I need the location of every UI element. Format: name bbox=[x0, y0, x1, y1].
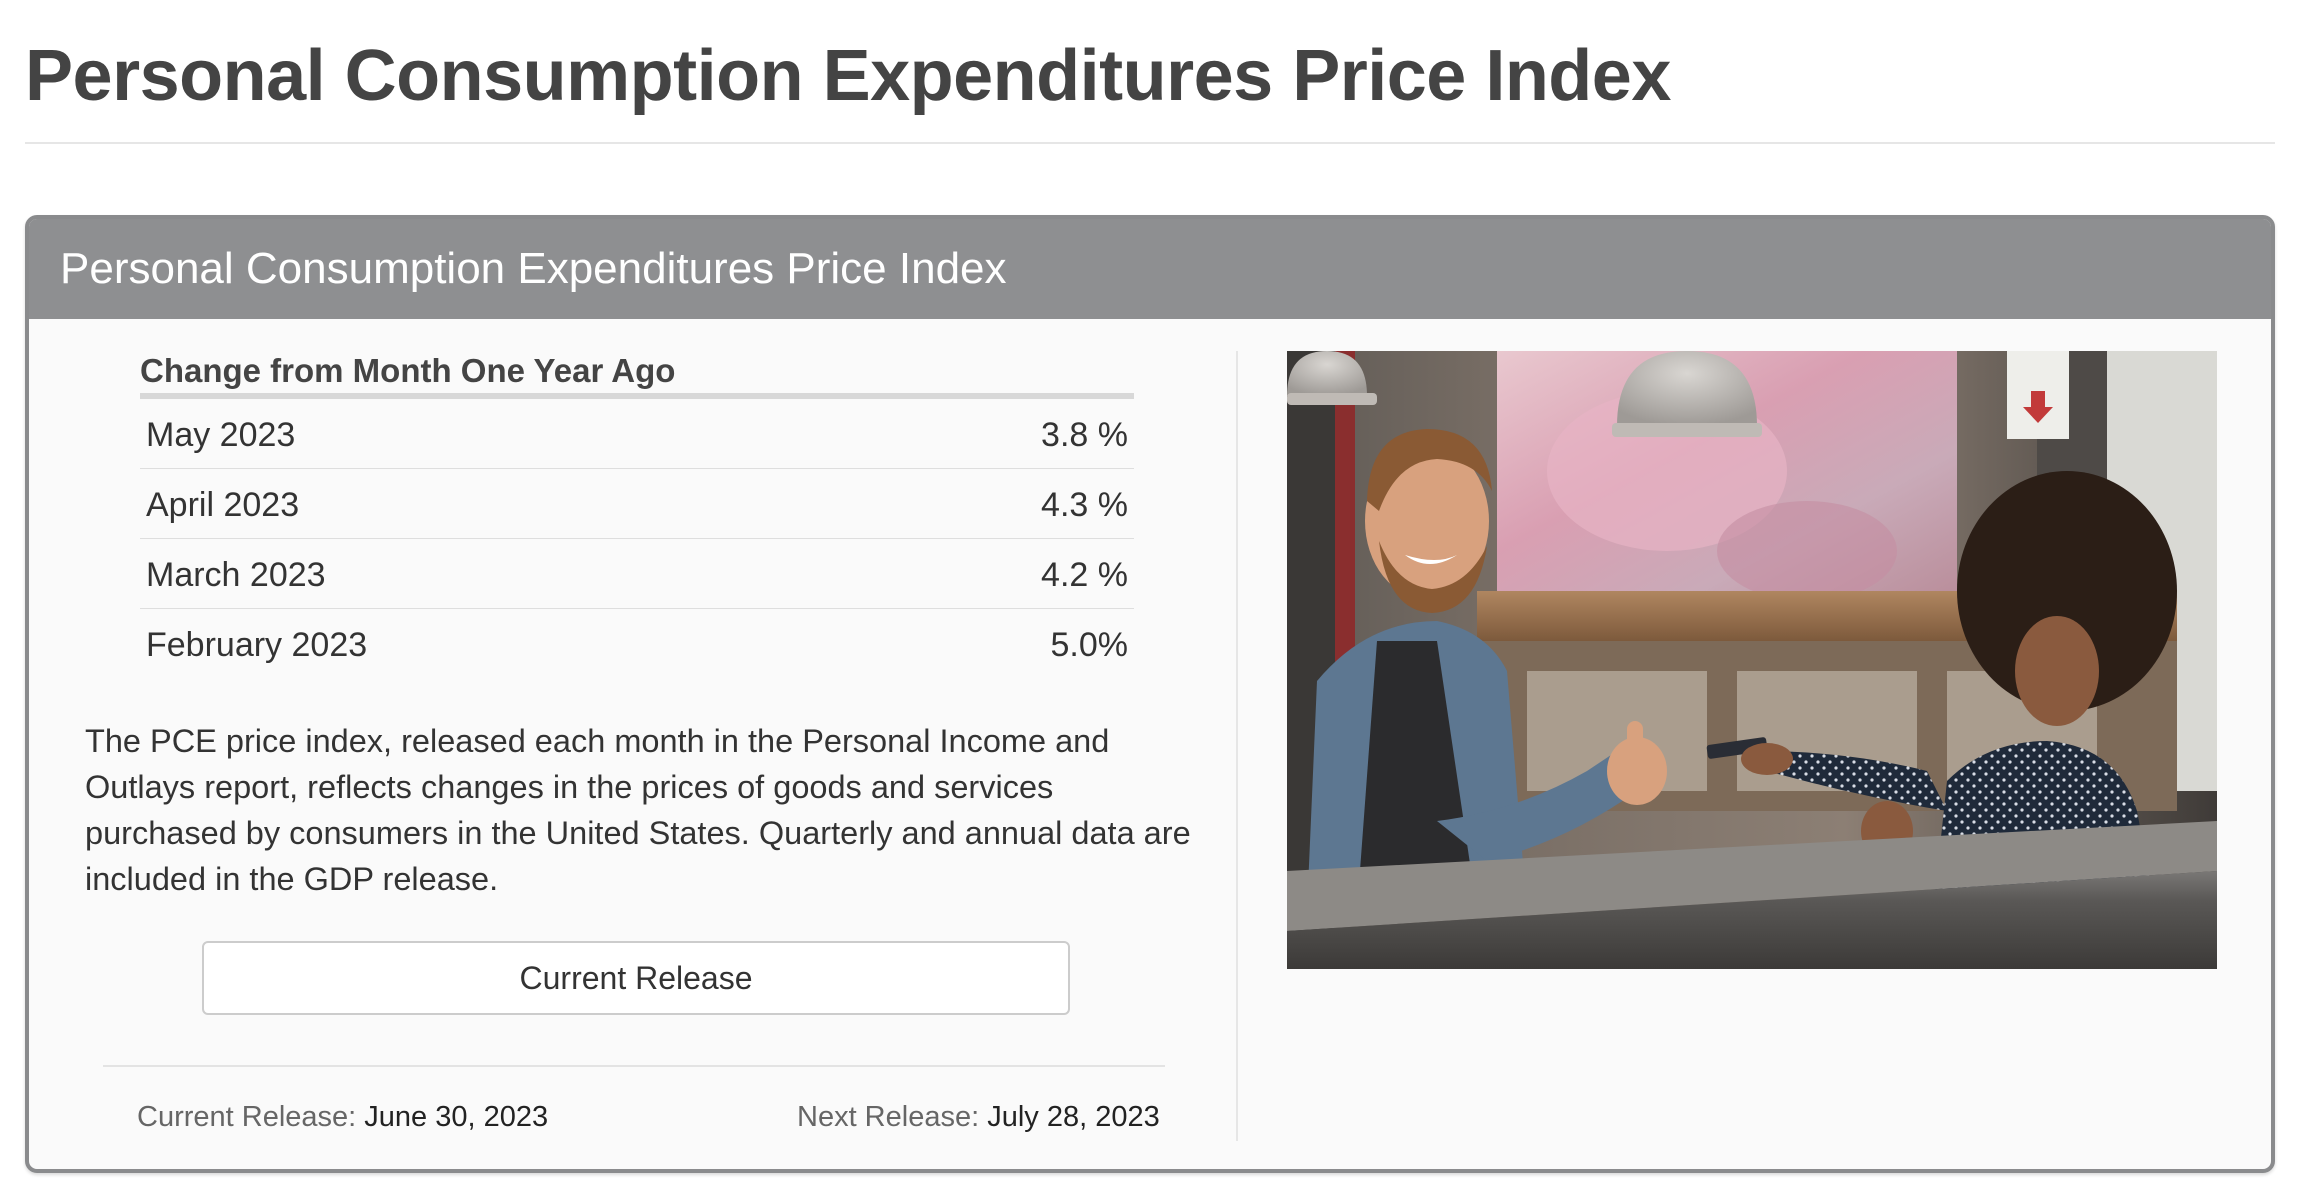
change-table: May 2023 3.8 % April 2023 4.3 % March 20… bbox=[140, 399, 1134, 679]
caption-divider bbox=[140, 393, 1134, 399]
page-title: Personal Consumption Expenditures Price … bbox=[25, 36, 1671, 116]
panel-header: Personal Consumption Expenditures Price … bbox=[29, 219, 2271, 319]
current-release-date: Current Release: June 30, 2023 bbox=[137, 1097, 548, 1137]
next-release-label: Next Release: bbox=[797, 1101, 980, 1133]
title-divider bbox=[25, 142, 2275, 144]
column-divider bbox=[1236, 351, 1238, 1141]
row-value: 4.3 % bbox=[1041, 486, 1128, 524]
next-release-date: Next Release: July 28, 2023 bbox=[797, 1097, 1160, 1137]
table-caption: Change from Month One Year Ago bbox=[140, 352, 676, 389]
row-month: February 2023 bbox=[146, 626, 368, 664]
row-value: 5.0% bbox=[1050, 626, 1129, 664]
row-month: April 2023 bbox=[146, 486, 300, 524]
table-row: May 2023 3.8 % bbox=[140, 399, 1134, 469]
current-release-button[interactable]: Current Release bbox=[202, 941, 1070, 1015]
row-month: March 2023 bbox=[146, 556, 326, 594]
description-text: The PCE price index, released each month… bbox=[85, 723, 1191, 897]
footer-divider bbox=[103, 1065, 1165, 1067]
row-value: 3.8 % bbox=[1041, 416, 1128, 454]
current-release-value: June 30, 2023 bbox=[364, 1101, 549, 1133]
table-row: April 2023 4.3 % bbox=[140, 469, 1134, 539]
table-row: February 2023 5.0% bbox=[140, 609, 1134, 679]
next-release-value: July 28, 2023 bbox=[987, 1101, 1160, 1133]
cafe-payment-photo bbox=[1287, 351, 2217, 969]
pce-panel: Personal Consumption Expenditures Price … bbox=[25, 215, 2275, 1173]
table-row: March 2023 4.2 % bbox=[140, 539, 1134, 609]
panel-header-title: Personal Consumption Expenditures Price … bbox=[60, 244, 1007, 293]
current-release-label: Current Release: bbox=[137, 1101, 357, 1133]
row-value: 4.2 % bbox=[1041, 556, 1128, 594]
row-month: May 2023 bbox=[146, 416, 296, 454]
